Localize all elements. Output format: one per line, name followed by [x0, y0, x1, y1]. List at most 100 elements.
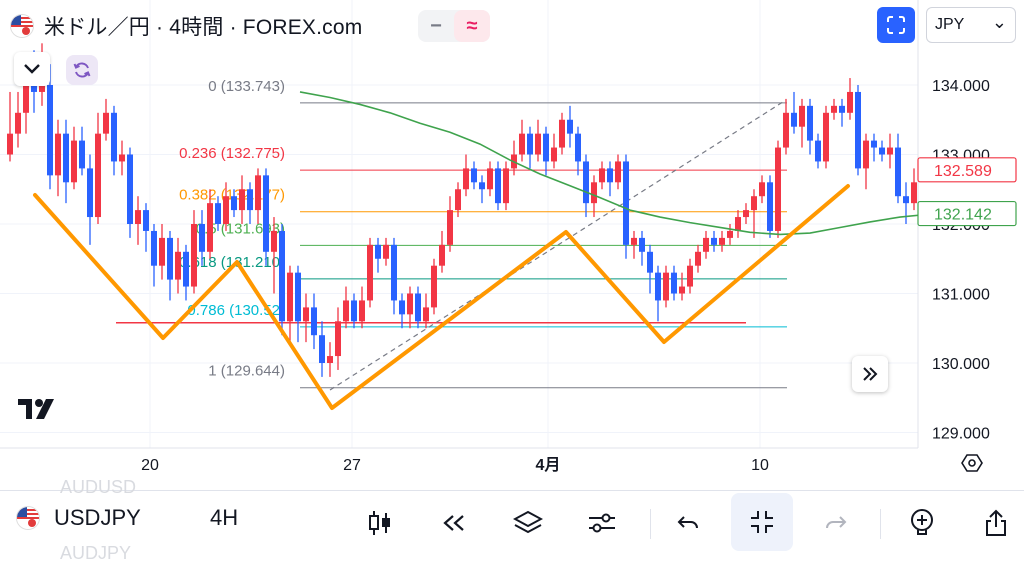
candle-body: [167, 237, 173, 280]
symbol-selector[interactable]: USDJPY: [16, 505, 141, 531]
candle-body: [287, 272, 293, 322]
candle-body: [431, 265, 437, 308]
chart-style-toggle[interactable]: − ≈: [418, 10, 490, 42]
wave-icon[interactable]: ≈: [454, 10, 490, 42]
candle-body: [95, 133, 101, 218]
candle-body: [255, 175, 261, 211]
scroll-to-realtime-button[interactable]: [852, 356, 888, 392]
candle-body: [559, 119, 565, 148]
candle-body: [679, 286, 685, 294]
candle-body: [63, 133, 69, 183]
candle-body: [719, 237, 725, 245]
last-price-tag: [917, 157, 1017, 183]
chart-header: 米ドル／円 · 4時間 · FOREX.com: [10, 8, 362, 44]
candle-body: [607, 168, 613, 183]
candle-body: [671, 272, 677, 294]
moving-average-line: [299, 91, 931, 236]
candle-body: [799, 105, 805, 127]
sync-icon: [73, 62, 91, 78]
time-axis-label: 4月: [536, 456, 561, 474]
sync-button[interactable]: [66, 55, 98, 85]
fullscreen-icon: [887, 16, 905, 34]
ideas-button[interactable]: [900, 503, 944, 543]
candle-body: [743, 210, 749, 218]
candle-body: [87, 168, 93, 218]
candle-body: [727, 230, 733, 238]
candle-body: [423, 307, 429, 322]
candle-body: [583, 161, 589, 204]
candle-body: [263, 175, 269, 252]
candle-body: [895, 147, 901, 197]
candle-body: [223, 196, 229, 224]
timeframe-selector[interactable]: 4H: [210, 505, 239, 530]
candle-body: [407, 293, 413, 315]
candle-body: [775, 147, 781, 231]
replay-button[interactable]: [432, 503, 476, 543]
candle-body: [503, 168, 509, 204]
price-chart[interactable]: 0 (133.743)0.236 (132.775)0.382 (132.177…: [0, 0, 1024, 490]
candle-body: [847, 91, 853, 113]
candle-body: [327, 356, 333, 363]
candle-body: [215, 203, 221, 224]
candle-body: [335, 321, 341, 357]
usd-jpy-flag-icon: [10, 14, 34, 38]
candle-body: [7, 133, 13, 155]
candle-body: [887, 147, 893, 155]
candle-body: [735, 217, 741, 231]
candle-body: [447, 210, 453, 245]
candle-body: [159, 237, 165, 266]
rewind-icon: [443, 515, 464, 531]
layers-button[interactable]: [506, 503, 550, 543]
candle-body: [463, 168, 469, 190]
redo-button[interactable]: [814, 503, 858, 543]
candle-body: [143, 210, 149, 231]
price-axis-label: 129.000: [932, 426, 990, 443]
chart-type-button[interactable]: [358, 503, 402, 543]
ma-price-label: 132.142: [934, 207, 992, 224]
candle-body: [359, 300, 365, 322]
ghost-symbol-below: AUDJPY: [60, 543, 132, 563]
candle-body: [495, 168, 501, 204]
trend-line: [329, 99, 787, 391]
candle-body: [631, 237, 637, 245]
candle-body: [303, 307, 309, 322]
candle-body: [367, 244, 373, 301]
share-button[interactable]: [974, 503, 1018, 543]
candle-body: [759, 182, 765, 197]
candle-body: [815, 140, 821, 162]
bottom-toolbar: AUDUSD AUDJPY USDJPY 4H: [0, 477, 1024, 577]
candle-body: [135, 210, 141, 224]
candle-body: [831, 105, 837, 113]
candle-body: [527, 133, 533, 155]
chart-title[interactable]: 米ドル／円 · 4時間 · FOREX.com: [44, 16, 363, 39]
chevron-down-icon: ⌄: [991, 11, 1007, 32]
fit-screen-button[interactable]: [731, 493, 793, 551]
currency-select[interactable]: JPY ⌄: [926, 7, 1016, 43]
toolbar-divider: [650, 509, 651, 539]
candle-body: [311, 307, 317, 336]
candle-body: [271, 230, 277, 252]
candle-body: [751, 196, 757, 211]
fullscreen-button[interactable]: [877, 7, 915, 43]
candle-body: [399, 300, 405, 315]
axis-settings-icon[interactable]: [961, 454, 983, 472]
minus-icon[interactable]: −: [430, 14, 442, 37]
candle-body: [703, 237, 709, 252]
candle-body: [903, 196, 909, 204]
candle-body: [695, 251, 701, 266]
indicators-settings-button[interactable]: [580, 503, 624, 543]
tradingview-logo[interactable]: [18, 397, 66, 427]
candle-body: [15, 112, 21, 134]
candle-body: [471, 168, 477, 183]
candle-body: [455, 189, 461, 211]
candle-body: [79, 140, 85, 169]
candle-body: [535, 133, 541, 155]
layers-icon: [513, 510, 543, 534]
fib-level-label: 0 (133.743): [208, 78, 285, 95]
candle-body: [319, 335, 325, 363]
candle-body: [231, 196, 237, 211]
hexagon-shape: [961, 454, 983, 472]
ma-price-tag: [917, 200, 1017, 227]
collapse-button[interactable]: [14, 52, 50, 86]
undo-button[interactable]: [666, 503, 710, 543]
